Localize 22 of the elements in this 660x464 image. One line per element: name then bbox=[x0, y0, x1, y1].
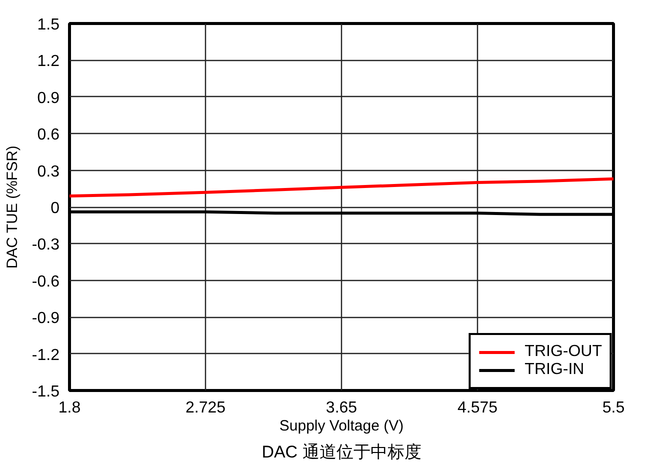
x-tick-label: 5.5 bbox=[602, 400, 625, 416]
y-tick-label: 1.5 bbox=[37, 16, 60, 34]
y-tick-label: 0.6 bbox=[37, 126, 60, 144]
x-tick-label: 4.575 bbox=[457, 400, 498, 416]
legend-label: TRIG-IN bbox=[524, 361, 584, 379]
x-tick-label: 2.725 bbox=[185, 400, 226, 416]
x-tick-label: 3.65 bbox=[326, 400, 358, 416]
y-tick-label: -0.3 bbox=[32, 236, 60, 254]
y-tick-label: 0.9 bbox=[37, 90, 60, 107]
y-axis-title: DAC TUE (%FSR) bbox=[4, 146, 21, 269]
y-tick-label: 1.2 bbox=[37, 53, 60, 70]
y-tick-label: -1.2 bbox=[32, 346, 60, 364]
y-tick-label: -1.5 bbox=[32, 384, 60, 400]
y-tick-label: -0.6 bbox=[32, 273, 60, 290]
y-tick-label: 0 bbox=[50, 200, 60, 217]
x-axis-title: Supply Voltage (V) bbox=[279, 418, 404, 434]
legend-label: TRIG-OUT bbox=[524, 343, 602, 361]
x-tick-label: 1.8 bbox=[58, 400, 81, 416]
y-tick-label: -0.9 bbox=[32, 310, 60, 328]
line-series bbox=[70, 177, 614, 198]
text: DAC 通道位于中标度 bbox=[262, 442, 422, 462]
y-tick-label: 0.3 bbox=[37, 163, 60, 180]
